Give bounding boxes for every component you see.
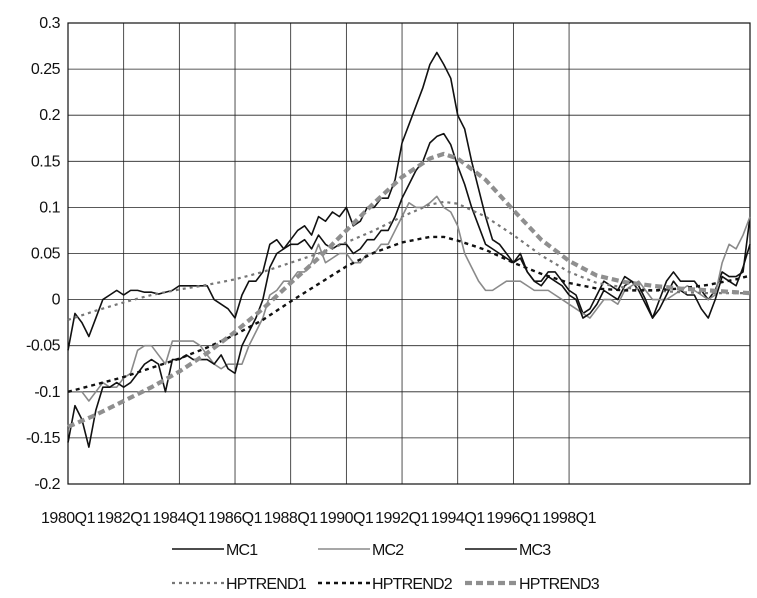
series-line-mc1 [67,51,751,351]
y-tick-label: 0.3 [39,15,60,32]
series-line-hptrend1 [67,200,750,321]
x-tick-label: 1998Q1 [542,510,597,527]
legend-label: MC1 [226,542,258,559]
legend-label: MC3 [519,542,551,559]
y-tick-label: -0.1 [34,384,60,401]
x-axis-tick-labels: 1980Q1 1982Q1 1984Q1 1986Q1 1988Q1 1990Q1 1992… [41,510,597,527]
legend-item-hptrend3: HPTREND3 [465,576,601,593]
x-tick-label: 1980Q1 [41,510,96,527]
series-line-mc3 [67,132,751,448]
x-tick-label: 1992Q1 [375,510,430,527]
legend: MC1 MC2 MC3 HPTREND1 HPTREND2 HPTREND3 [172,542,601,593]
legend-item-hptrend2: HPTREND2 [318,576,454,593]
y-tick-label: -0.05 [26,338,61,355]
y-tick-label: 0.05 [31,246,61,263]
series-lines [67,51,751,448]
x-tick-label: 1994Q1 [431,510,486,527]
legend-item-mc3: MC3 [465,542,552,559]
legend-label: HPTREND2 [372,576,453,593]
y-tick-label: 0.2 [39,107,60,124]
legend-item-mc1: MC1 [172,542,259,559]
series-line-hptrend3 [67,151,751,429]
y-tick-label: 0 [52,292,61,309]
x-tick-label: 1982Q1 [97,510,152,527]
legend-label: HPTREND3 [519,576,600,593]
y-tick-label: 0.1 [39,199,60,216]
x-tick-label: 1996Q1 [486,510,541,527]
x-tick-label: 1990Q1 [319,510,374,527]
y-axis-tick-labels: -0.2 -0.15 -0.1 -0.05 0 0.05 0.1 0.15 0.2 0.25 0.3 [26,15,61,493]
x-tick-label: 1986Q1 [208,510,263,527]
legend-item-hptrend1: HPTREND1 [172,576,308,593]
legend-label: MC2 [372,542,404,559]
x-tick-label: 1984Q1 [152,510,207,527]
y-tick-label: -0.2 [34,476,60,493]
x-tick-label: 1988Q1 [264,510,319,527]
y-tick-label: 0.15 [31,153,61,170]
y-tick-label: -0.15 [26,430,61,447]
legend-item-mc2: MC2 [318,542,405,559]
series-line-hptrend2 [67,235,751,393]
plot-area-frame [67,22,751,485]
legend-label: HPTREND1 [226,576,307,593]
chart-grid [67,22,751,485]
y-tick-label: 0.25 [31,61,61,78]
